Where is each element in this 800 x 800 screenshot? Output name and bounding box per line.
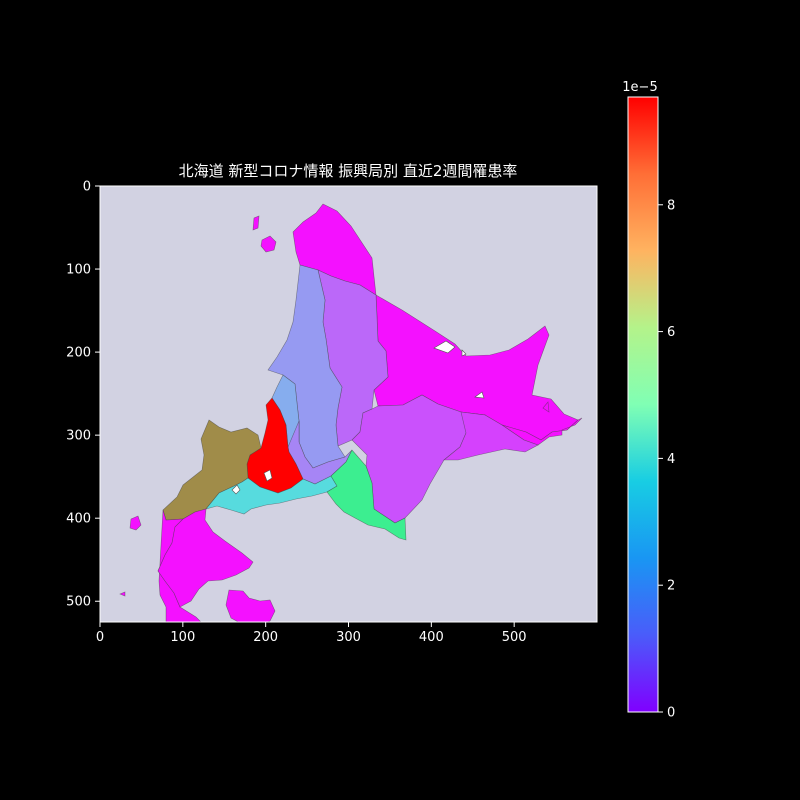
x-tick-label: 0 (96, 630, 104, 645)
region-iburi (205, 475, 338, 515)
colorbar-scale-label: 1e−5 (622, 80, 657, 95)
region-oshima (157, 508, 254, 608)
region-tokachi (351, 394, 486, 524)
y-axis: 0 100 200 300 400 500 (66, 180, 100, 610)
colorbar: 1e−5 0 2 4 6 8 (622, 80, 675, 721)
y-tick-label: 0 (83, 180, 91, 195)
x-axis: 0 100 200 300 400 500 (96, 622, 527, 645)
map-regions (119, 203, 583, 622)
map-axes: 0 100 200 300 400 500 0 100 200 300 400 500 (66, 180, 598, 645)
y-tick-label: 200 (66, 346, 91, 361)
region-small-island-west (119, 591, 126, 597)
region-rishiri-island (252, 215, 277, 253)
colorbar-tick-label: 8 (667, 198, 675, 213)
colorbar-tick-label: 4 (667, 452, 675, 467)
y-tick-label: 300 (66, 429, 91, 444)
region-south-tip (225, 589, 276, 622)
region-nemuro (501, 417, 583, 446)
y-tick-label: 100 (66, 263, 91, 278)
y-tick-label: 500 (66, 595, 91, 610)
region-okushiri-island (129, 515, 142, 531)
x-tick-label: 100 (170, 630, 195, 645)
x-tick-label: 500 (502, 630, 527, 645)
region-kushiro (443, 411, 539, 461)
colorbar-ticks: 0 2 4 6 8 (658, 198, 675, 721)
x-tick-label: 400 (419, 630, 444, 645)
chart-title: 北海道 新型コロナ情報 振興局別 直近2週間罹患率 (179, 162, 518, 180)
x-tick-label: 300 (336, 630, 361, 645)
colorbar-tick-label: 2 (667, 579, 675, 594)
region-small-isles (542, 401, 550, 413)
region-hidaka (326, 449, 407, 541)
colorbar-tick-label: 6 (667, 325, 675, 340)
colorbar-gradient (627, 96, 659, 713)
map-lakes (231, 340, 485, 495)
colorbar-tick-label: 0 (667, 706, 675, 721)
y-tick-label: 400 (66, 512, 91, 527)
x-tick-label: 200 (253, 630, 278, 645)
